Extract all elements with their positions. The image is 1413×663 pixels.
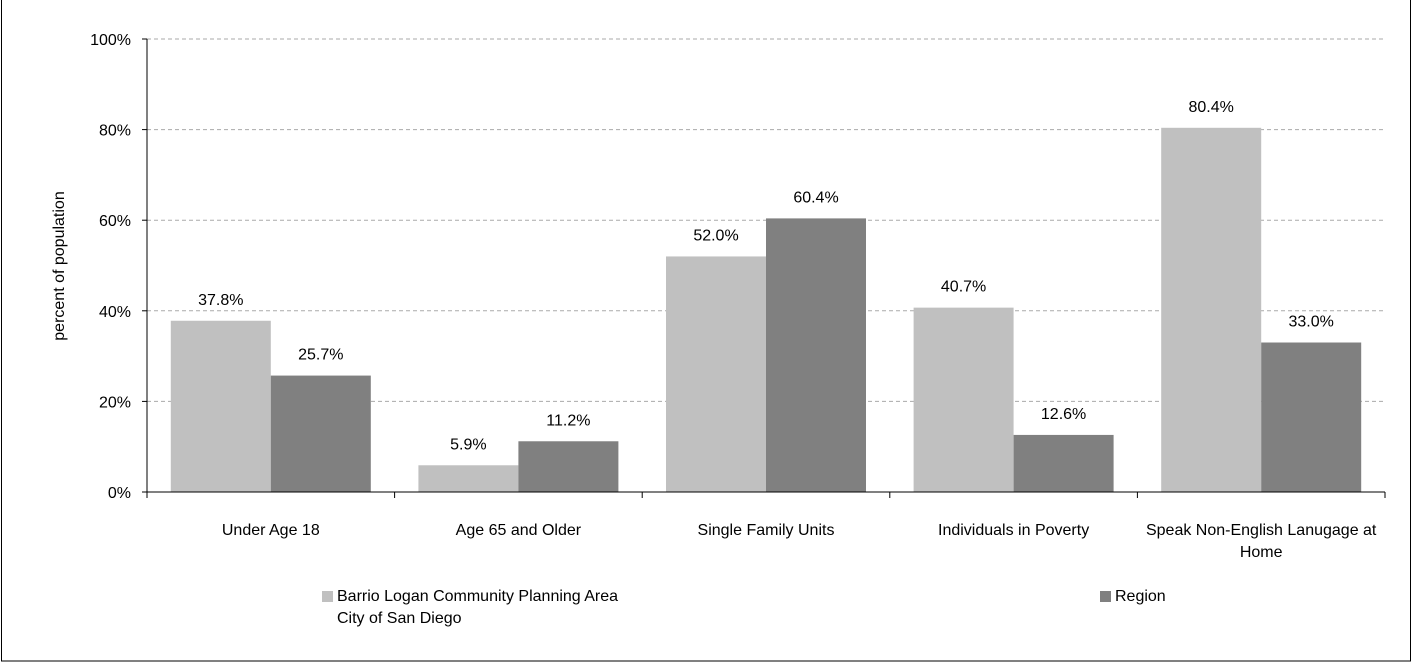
- data-label: 5.9%: [450, 436, 486, 453]
- bar: [170, 320, 271, 492]
- x-tick-label: Individuals in Poverty: [938, 522, 1090, 539]
- data-label: 80.4%: [1189, 99, 1234, 116]
- data-label: 37.8%: [198, 292, 243, 309]
- bar: [913, 307, 1014, 492]
- bar: [766, 218, 866, 492]
- y-tick-label: 20%: [99, 394, 131, 411]
- bar: [1013, 434, 1114, 492]
- legend-swatch: [322, 591, 333, 602]
- legend-label: Barrio Logan Community Planning Area Cit…: [337, 588, 619, 627]
- data-label: 52.0%: [693, 227, 738, 244]
- x-tick-label: Under Age 18: [221, 522, 320, 539]
- y-tick-label: 0%: [108, 485, 131, 502]
- bar: [666, 256, 766, 492]
- y-axis-label: percent of population: [51, 191, 68, 340]
- y-tick-label: 100%: [90, 32, 131, 49]
- bar: [270, 375, 371, 492]
- bar: [518, 441, 619, 492]
- bar: [1161, 127, 1262, 493]
- y-tick-label: 40%: [99, 304, 131, 321]
- x-tick-label: Single Family Units: [697, 522, 835, 539]
- data-label: 33.0%: [1289, 314, 1334, 331]
- legend-swatch: [1100, 591, 1111, 602]
- x-tick-label: Age 65 and Older: [455, 522, 582, 539]
- data-label: 60.4%: [793, 189, 838, 206]
- x-tick-label: Speak Non-English Lanugage at Home: [1145, 522, 1377, 561]
- y-tick-label: 60%: [99, 213, 131, 230]
- data-label: 25.7%: [298, 347, 343, 364]
- data-label: 40.7%: [941, 279, 986, 296]
- bar: [418, 465, 519, 492]
- data-label: 12.6%: [1041, 406, 1086, 423]
- y-tick-label: 80%: [99, 123, 131, 140]
- legend-label: Region: [1115, 588, 1166, 605]
- bar: [1261, 342, 1362, 492]
- data-label: 11.2%: [546, 412, 590, 429]
